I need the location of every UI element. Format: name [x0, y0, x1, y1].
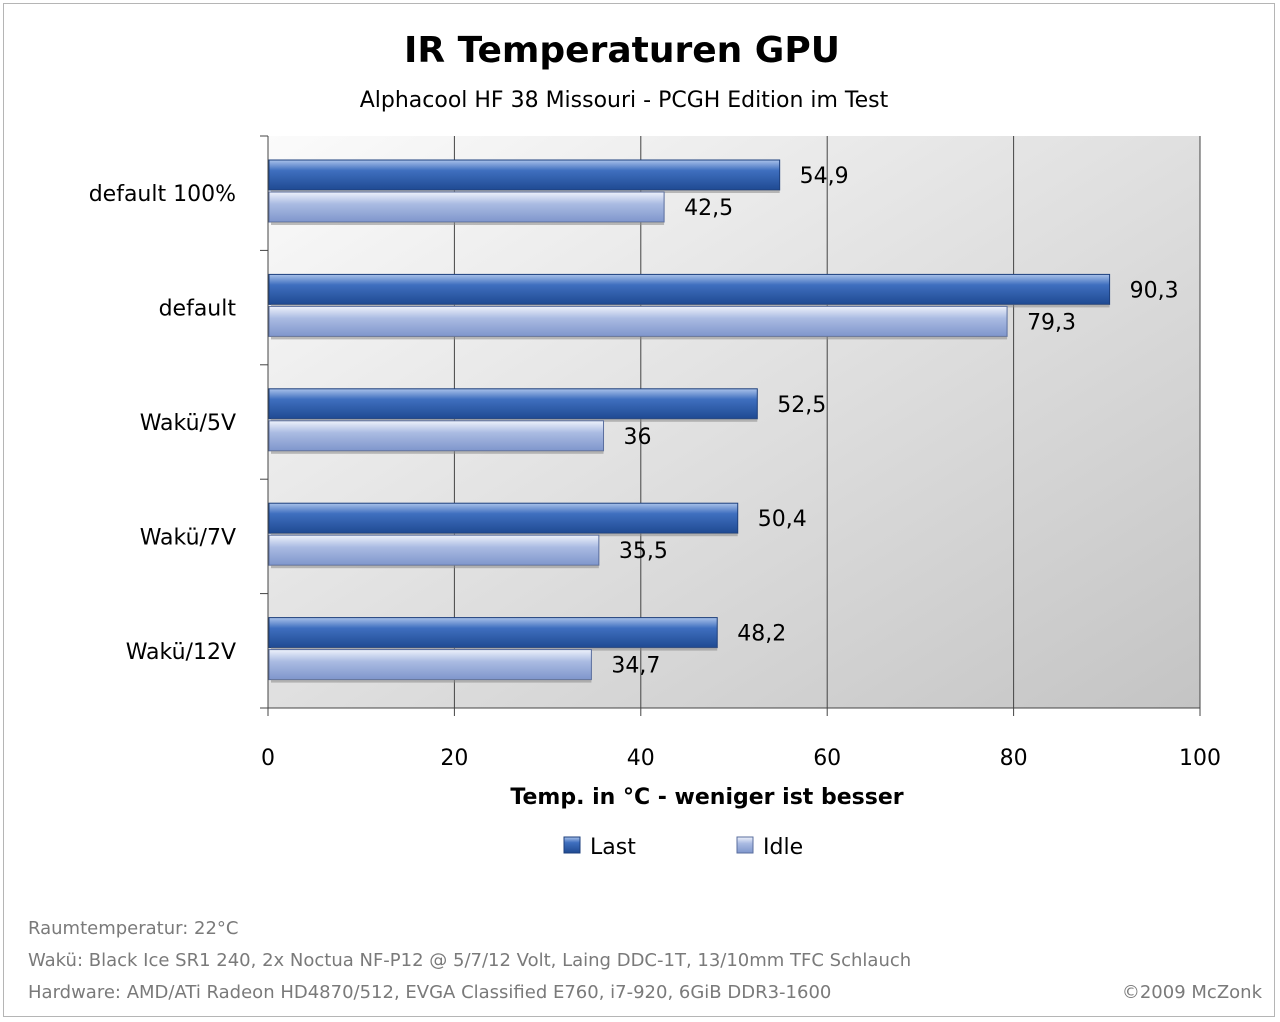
bar-last	[268, 159, 781, 191]
data-label: 48,2	[737, 622, 786, 647]
legend-label-idle: Idle	[763, 835, 803, 860]
data-label: 52,5	[777, 393, 826, 418]
data-label: 35,5	[619, 539, 668, 564]
chart-title: IR Temperaturen GPU	[404, 30, 840, 71]
bar-idle	[268, 534, 600, 566]
x-tick-label: 100	[1179, 746, 1221, 771]
bar-last	[268, 388, 758, 420]
legend-label-last: Last	[590, 835, 636, 860]
axes	[260, 135, 1201, 716]
bar-shadow	[271, 565, 599, 569]
bar-idle	[268, 191, 665, 223]
bar-shadow	[271, 679, 592, 683]
data-label: 90,3	[1130, 278, 1179, 303]
footer-cooling-setup: Wakü: Black Ice SR1 240, 2x Noctua NF-P1…	[28, 950, 911, 971]
bar-last	[268, 617, 718, 649]
data-label: 34,7	[611, 654, 660, 679]
x-tick-label: 80	[1000, 746, 1028, 771]
x-tick-label: 0	[261, 746, 275, 771]
data-label: 50,4	[758, 507, 807, 532]
bar-last	[268, 502, 739, 534]
x-tick-label: 20	[440, 746, 468, 771]
legend: Last Idle	[563, 835, 803, 860]
bar-shadow	[271, 336, 1008, 340]
bar-last	[268, 273, 1111, 305]
footer-hardware: Hardware: AMD/ATi Radeon HD4870/512, EVG…	[28, 982, 831, 1003]
x-axis-title: Temp. in °C - weniger ist besser	[510, 785, 903, 810]
y-category-label: default 100%	[89, 182, 236, 207]
data-label: 36	[624, 425, 652, 450]
bar-idle	[268, 305, 1008, 337]
footer-copyright: ©2009 McZonk	[1122, 982, 1263, 1003]
legend-swatch-idle	[736, 836, 754, 854]
bar-shadow	[271, 222, 665, 225]
chart-subtitle: Alphacool HF 38 Missouri - PCGH Edition …	[360, 88, 889, 113]
bar-idle	[268, 420, 605, 452]
bars	[268, 159, 1111, 683]
x-tick-label: 60	[813, 746, 841, 771]
bar-shadow	[271, 450, 604, 454]
gridlines	[453, 136, 1201, 708]
bar-idle	[268, 649, 592, 681]
legend-swatch-last	[563, 836, 581, 854]
y-category-label: Wakü/5V	[140, 411, 236, 436]
y-category-label: Wakü/12V	[126, 640, 236, 665]
data-label: 42,5	[684, 196, 733, 221]
x-tick-label: 40	[627, 746, 655, 771]
data-label: 54,9	[800, 164, 849, 189]
footer-room-temperature: Raumtemperatur: 22°C	[28, 918, 239, 939]
y-category-label: Wakü/7V	[140, 525, 236, 550]
y-category-label: default	[159, 297, 237, 322]
labels: 0 20 40 60 80 100 default 100% 54,9 42,5 default 9…	[89, 164, 1221, 771]
data-label: 79,3	[1027, 310, 1076, 335]
